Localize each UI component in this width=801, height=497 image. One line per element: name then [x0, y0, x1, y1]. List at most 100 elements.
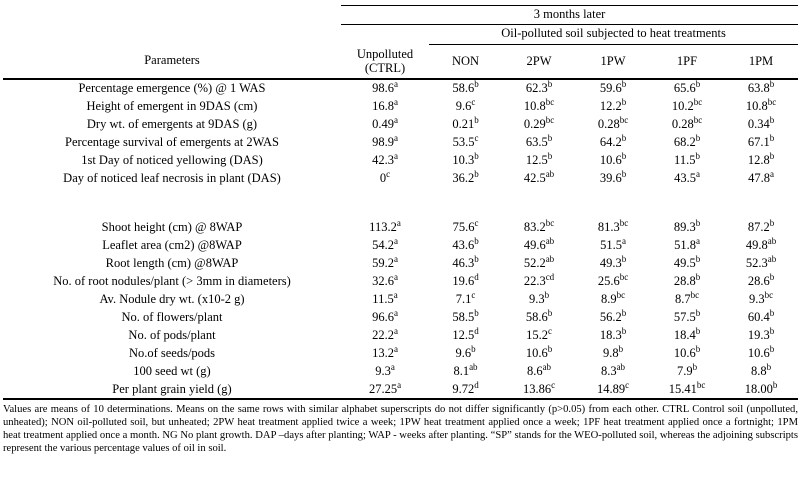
- significance-superscript: bc: [764, 290, 774, 300]
- value-cell: 46.3b: [452, 254, 479, 270]
- significance-superscript: b: [695, 272, 701, 282]
- significance-superscript: b: [695, 133, 701, 143]
- table-row: Height of emergent in 9DAS (cm) 16.8a 9.6c…: [3, 98, 798, 116]
- significance-superscript: a: [695, 169, 700, 179]
- value-cell: 9.3a: [375, 362, 395, 378]
- significance-superscript: bc: [545, 218, 555, 228]
- value-cell: 58.6b: [525, 308, 553, 324]
- significance-superscript: b: [621, 79, 627, 89]
- table-row: Root length (cm) @8WAP 59.2a 46.3b 52.2ab 49…: [3, 255, 798, 273]
- value-cell: 10.8bc: [745, 97, 777, 113]
- significance-superscript: a: [393, 97, 398, 107]
- value-cell: 25.6bc: [597, 272, 629, 288]
- value-cell: 22.2a: [372, 326, 398, 342]
- significance-superscript: bc: [616, 290, 626, 300]
- significance-superscript: b: [621, 97, 627, 107]
- table-row: Percentage emergence (%) @ 1 WAS 98.6a 58.…: [3, 79, 798, 98]
- table-row: Percentage survival of emergents at 2WAS…: [3, 134, 798, 152]
- spacer-cell: [3, 188, 798, 219]
- value-cell: 7.9b: [676, 362, 698, 378]
- ctrl-label-line2: (CTRL): [364, 61, 406, 76]
- value-cell: 56.2b: [599, 308, 627, 324]
- significance-superscript: b: [547, 133, 553, 143]
- significance-superscript: b: [769, 151, 775, 161]
- value-cell: 27.25a: [341, 380, 429, 401]
- significance-superscript: b: [769, 115, 775, 125]
- parameter-label: Height of emergent in 9DAS (cm): [86, 98, 258, 113]
- significance-superscript: b: [772, 380, 778, 390]
- value-cell: 12.2b: [599, 97, 627, 113]
- value-cell: 9.72d: [429, 380, 502, 401]
- value-cell: 57.5b: [673, 308, 701, 324]
- significance-superscript: ab: [469, 362, 478, 372]
- significance-superscript: a: [393, 236, 398, 246]
- value-cell: 10.6b: [673, 344, 701, 360]
- significance-superscript: ab: [545, 254, 555, 264]
- value-cell: 15.2c: [526, 326, 552, 342]
- parameter-label: Day of noticed leaf necrosis in plant (D…: [63, 170, 281, 185]
- significance-superscript: b: [695, 79, 701, 89]
- significance-superscript: a: [695, 236, 700, 246]
- value-cell: 63.5b: [525, 133, 553, 149]
- value-cell: 52.3ab: [745, 254, 777, 270]
- value-cell: 12.5d: [452, 326, 479, 342]
- significance-superscript: b: [547, 151, 553, 161]
- value-cell: 8.8b: [750, 362, 772, 378]
- value-cell: 12.5b: [525, 151, 553, 167]
- value-cell: 83.2bc: [523, 218, 555, 234]
- significance-superscript: bc: [693, 115, 703, 125]
- significance-superscript: a: [393, 326, 398, 336]
- significance-superscript: a: [393, 290, 398, 300]
- significance-superscript: bc: [767, 97, 777, 107]
- significance-superscript: b: [474, 79, 479, 89]
- value-cell: 54.2a: [372, 236, 398, 252]
- column-header-non: NON: [429, 44, 502, 81]
- value-cell: 18.00b: [724, 380, 799, 401]
- significance-superscript: bc: [690, 290, 700, 300]
- table-row: No. of flowers/plant 96.6a 58.5b 58.6b 56.2b…: [3, 309, 798, 327]
- value-cell: 14.89c: [576, 380, 650, 401]
- significance-superscript: b: [474, 236, 479, 246]
- significance-superscript: b: [695, 218, 701, 228]
- significance-superscript: a: [393, 133, 398, 143]
- significance-superscript: b: [695, 326, 701, 336]
- significance-superscript: bc: [619, 115, 629, 125]
- value-cell: 43.6b: [452, 236, 479, 252]
- value-cell: 10.2bc: [671, 97, 703, 113]
- value-cell: 96.6a: [372, 308, 398, 324]
- significance-superscript: c: [547, 326, 552, 336]
- significance-superscript: b: [474, 115, 479, 125]
- value-cell: 87.2b: [747, 218, 775, 234]
- table-header: 3 months later Oil-polluted soil subject…: [3, 5, 799, 81]
- significance-superscript: b: [692, 362, 698, 372]
- value-cell: 75.6c: [452, 218, 479, 234]
- significance-superscript: b: [769, 79, 775, 89]
- value-cell: 0.28bc: [671, 115, 703, 131]
- significance-superscript: b: [695, 254, 701, 264]
- parameter-label: Percentage emergence (%) @ 1 WAS: [78, 81, 266, 96]
- value-cell: 9.3b: [528, 290, 550, 306]
- significance-superscript: a: [393, 151, 398, 161]
- significance-superscript: b: [621, 326, 627, 336]
- significance-superscript: c: [625, 380, 630, 390]
- value-cell: 9.3bc: [748, 290, 774, 306]
- significance-superscript: bc: [619, 272, 629, 282]
- significance-superscript: d: [474, 272, 479, 282]
- significance-superscript: b: [547, 344, 553, 354]
- value-cell: 9.6c: [455, 97, 476, 113]
- significance-superscript: a: [393, 272, 398, 282]
- table-row: Per plant grain yield (g) 27.25a 9.72d 13.8…: [3, 380, 799, 401]
- spacer-row: [3, 188, 798, 219]
- value-cell: 13.86c: [502, 380, 576, 401]
- significance-superscript: b: [769, 218, 775, 228]
- parameter-label: Root length (cm) @8WAP: [105, 255, 239, 270]
- value-cell: 98.9a: [372, 133, 398, 149]
- value-cell: 59.6b: [599, 79, 627, 96]
- significance-superscript: b: [769, 272, 775, 282]
- significance-superscript: b: [766, 362, 772, 372]
- value-cell: 60.4b: [747, 308, 775, 324]
- value-cell: 10.6b: [525, 344, 553, 360]
- significance-superscript: a: [393, 115, 398, 125]
- value-cell: 10.6b: [599, 151, 627, 167]
- parameter-label: No. of flowers/plant: [121, 309, 223, 324]
